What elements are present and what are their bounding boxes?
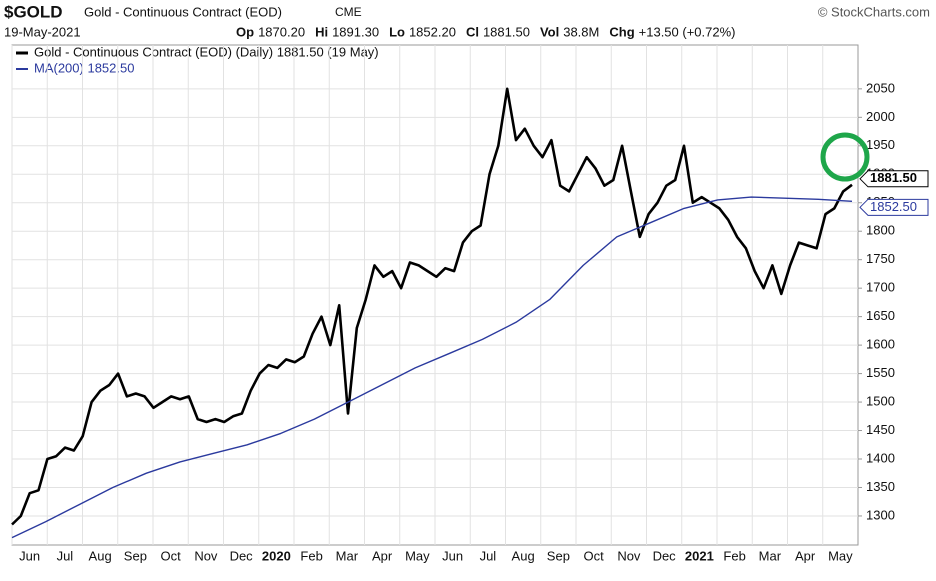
x-tick-label: Mar [759, 548, 782, 563]
y-tick-label: 1650 [866, 308, 895, 323]
price-tag [859, 198, 929, 216]
x-tick-label: May [828, 548, 853, 563]
x-tick-label: Jun [442, 548, 463, 563]
y-tick-label: 1450 [866, 422, 895, 437]
x-tick-label: Oct [584, 548, 605, 563]
legend-label: MA(200) 1852.50 [34, 60, 134, 75]
y-tick-label: 1600 [866, 337, 895, 352]
y-tick-label: 1300 [866, 507, 895, 522]
x-tick-label: Aug [89, 548, 112, 563]
x-tick-label: Feb [723, 548, 745, 563]
stat-label: Hi [315, 24, 328, 39]
y-tick-label: 1350 [866, 479, 895, 494]
stat-label: Vol [540, 24, 559, 39]
x-tick-label: Nov [194, 548, 218, 563]
x-tick-label: Nov [617, 548, 641, 563]
y-tick-label: 1500 [866, 393, 895, 408]
series-line [11, 196, 853, 539]
x-tick-label: Aug [512, 548, 535, 563]
symbol: $GOLD [4, 2, 63, 21]
stat-value: 38.8M [563, 24, 599, 39]
x-tick-label: 2021 [685, 548, 714, 563]
x-tick-label: May [405, 548, 430, 563]
x-tick-label: Jul [57, 548, 74, 563]
x-tick-label: Dec [653, 548, 677, 563]
stat-label: Chg [609, 24, 634, 39]
price-tag [859, 170, 929, 188]
legend-label: Gold - Continuous Contract (EOD) (Daily)… [34, 44, 379, 59]
x-tick-label: Apr [795, 548, 816, 563]
date: 19-May-2021 [4, 24, 81, 39]
y-tick-label: 1550 [866, 365, 895, 380]
stat-value: 1870.20 [258, 24, 305, 39]
y-tick-label: 1800 [866, 223, 895, 238]
stat-value: 1881.50 [483, 24, 530, 39]
x-tick-label: Apr [372, 548, 393, 563]
series-line [11, 87, 853, 526]
y-tick-label: 1400 [866, 450, 895, 465]
y-tick-label: 2050 [866, 80, 895, 95]
x-tick-label: Sep [124, 548, 147, 563]
x-tick-label: Mar [336, 548, 359, 563]
x-tick-label: Sep [547, 548, 570, 563]
instrument-name: Gold - Continuous Contract (EOD) [84, 4, 282, 19]
x-tick-label: Feb [300, 548, 322, 563]
x-tick-label: Oct [161, 548, 182, 563]
stat-value: 1891.30 [332, 24, 379, 39]
price-tag-label: 1852.50 [870, 199, 917, 214]
stat-value: +13.50 (+0.72%) [639, 24, 736, 39]
y-tick-label: 1950 [866, 137, 895, 152]
x-tick-label: Dec [230, 548, 254, 563]
y-tick-label: 1750 [866, 251, 895, 266]
y-tick-label: 2000 [866, 109, 895, 124]
stat-label: Cl [466, 24, 479, 39]
x-tick-label: 2020 [262, 548, 291, 563]
stat-value: 1852.20 [409, 24, 456, 39]
y-tick-label: 1700 [866, 280, 895, 295]
exchange: CME [335, 5, 362, 19]
price-tag-label: 1881.50 [870, 170, 917, 185]
highlight-circle [820, 132, 870, 182]
credit: © StockCharts.com [818, 4, 930, 19]
x-tick-label: Jun [19, 548, 40, 563]
stat-label: Op [236, 24, 254, 39]
x-tick-label: Jul [480, 548, 497, 563]
stat-label: Lo [389, 24, 405, 39]
